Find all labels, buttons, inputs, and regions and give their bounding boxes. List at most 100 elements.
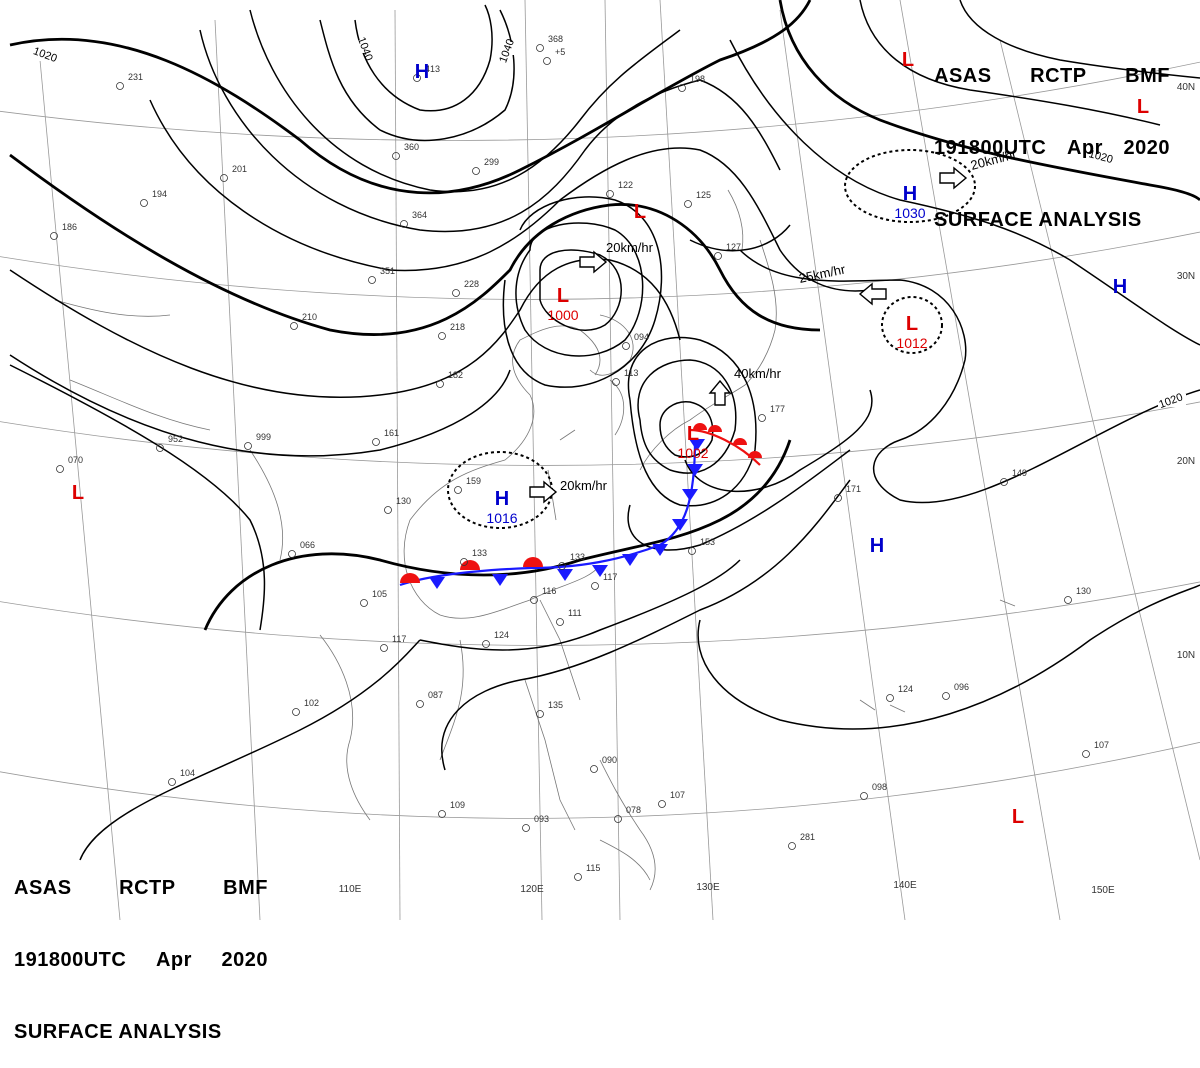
lat-lon-grid bbox=[0, 0, 1200, 920]
station-value: 130 bbox=[396, 496, 411, 506]
station-circle bbox=[392, 152, 400, 160]
low-pressure-symbol: L bbox=[906, 313, 918, 335]
coastline bbox=[727, 189, 744, 251]
pressure-center-value: 1030 bbox=[894, 205, 925, 221]
map-header-top: ASAS RCTP BMF 191800UTC Apr 2020 SURFACE ANA… bbox=[934, 16, 1170, 256]
fronts bbox=[399, 423, 762, 589]
longitude-label: 120E bbox=[520, 884, 544, 895]
longitude-line bbox=[604, 0, 621, 920]
cold-front-triangle bbox=[622, 554, 638, 566]
low-pressure-symbol: L bbox=[1137, 96, 1149, 118]
station-circle bbox=[372, 438, 380, 446]
station-circle bbox=[290, 322, 298, 330]
station-value: 364 bbox=[412, 210, 427, 220]
header-top-code: BMF bbox=[1125, 65, 1170, 87]
motion-arrow bbox=[939, 166, 968, 190]
high-pressure-symbol: H bbox=[415, 61, 429, 83]
high-pressure-symbol: H bbox=[1113, 276, 1127, 298]
isobars bbox=[9, 0, 1200, 861]
isobar bbox=[199, 29, 781, 233]
dashed-isobar bbox=[881, 296, 943, 354]
station-circle bbox=[482, 640, 490, 648]
station-value: 161 bbox=[384, 428, 399, 438]
station-circle bbox=[522, 824, 530, 832]
station-circle bbox=[156, 444, 164, 452]
station-value: 096 bbox=[954, 682, 969, 692]
pressure-center-value: 1002 bbox=[677, 445, 708, 461]
station-circle bbox=[558, 562, 566, 570]
station-circle bbox=[438, 332, 446, 340]
station-value: 087 bbox=[428, 690, 443, 700]
station-circle bbox=[590, 765, 598, 773]
latitude-label: 10N bbox=[1177, 650, 1195, 661]
station-value: 149 bbox=[1012, 468, 1027, 478]
station-value: 107 bbox=[670, 790, 685, 800]
isobar bbox=[689, 224, 791, 252]
warm-front-semicircle bbox=[748, 451, 762, 458]
station-circle bbox=[244, 442, 252, 450]
station-value: 115 bbox=[586, 863, 600, 873]
warm-front-line bbox=[689, 428, 761, 466]
station-value: 066 bbox=[300, 540, 315, 550]
longitude-line bbox=[899, 0, 1061, 920]
station-value: 182 bbox=[448, 370, 463, 380]
station-circle bbox=[400, 220, 408, 228]
station-circle bbox=[168, 778, 176, 786]
station-value: 194 bbox=[152, 189, 167, 199]
header-bottom-time: 191800UTC bbox=[14, 949, 127, 971]
station-value: 952 bbox=[168, 434, 183, 444]
station-circle bbox=[788, 842, 796, 850]
header-bottom-month: Apr bbox=[155, 949, 192, 971]
longitude-label: 140E bbox=[893, 880, 917, 891]
isobar bbox=[9, 354, 511, 457]
station-value: 127 bbox=[726, 242, 741, 252]
isobar bbox=[9, 153, 821, 336]
coastline bbox=[439, 639, 464, 761]
isobar-label-bg bbox=[496, 42, 524, 55]
isobar bbox=[79, 639, 421, 861]
station-value: 201 bbox=[232, 164, 247, 174]
isobar bbox=[659, 401, 714, 458]
header-top-month: Apr bbox=[1066, 137, 1103, 159]
latitude-line bbox=[0, 231, 1200, 300]
low-pressure-symbol: L bbox=[72, 482, 84, 504]
isobar bbox=[637, 359, 737, 474]
station-circle bbox=[454, 486, 462, 494]
station-value: 135 bbox=[548, 700, 563, 710]
station-value: 210 bbox=[302, 312, 317, 322]
warm-front-semicircle bbox=[733, 438, 747, 445]
station-circle bbox=[360, 599, 368, 607]
motion-speed-label: 40km/hr bbox=[734, 366, 782, 381]
cold-front-triangle bbox=[557, 569, 573, 581]
longitude-line bbox=[394, 9, 401, 920]
dashed-isobar bbox=[844, 149, 976, 223]
isobar bbox=[539, 249, 622, 331]
isobar bbox=[441, 479, 851, 771]
station-circle bbox=[50, 232, 58, 240]
coastline bbox=[639, 239, 777, 471]
station-value: 999 bbox=[256, 432, 271, 442]
cold-front-triangle bbox=[652, 544, 668, 556]
cold-front-triangle bbox=[429, 577, 445, 589]
station-value: 094 bbox=[634, 332, 649, 342]
motion-arrow bbox=[529, 480, 558, 504]
cold-front-triangle bbox=[687, 464, 703, 476]
station-value: 105 bbox=[372, 589, 387, 599]
station-value: 117 bbox=[603, 572, 617, 582]
station-value: 218 bbox=[450, 322, 465, 332]
station-circle bbox=[1000, 478, 1008, 486]
warm-front-semicircle bbox=[400, 573, 420, 583]
station-circle bbox=[556, 618, 564, 626]
coastline bbox=[599, 839, 651, 881]
coastline bbox=[54, 299, 171, 317]
isobar bbox=[859, 0, 1161, 126]
station-value: 116 bbox=[542, 586, 556, 596]
station-circle bbox=[220, 174, 228, 182]
station-circle bbox=[714, 252, 722, 260]
coastline bbox=[859, 699, 906, 713]
station-circle bbox=[116, 82, 124, 90]
station-circle bbox=[368, 276, 376, 284]
station-value: 171 bbox=[846, 484, 861, 494]
station-value: 124 bbox=[898, 684, 913, 694]
